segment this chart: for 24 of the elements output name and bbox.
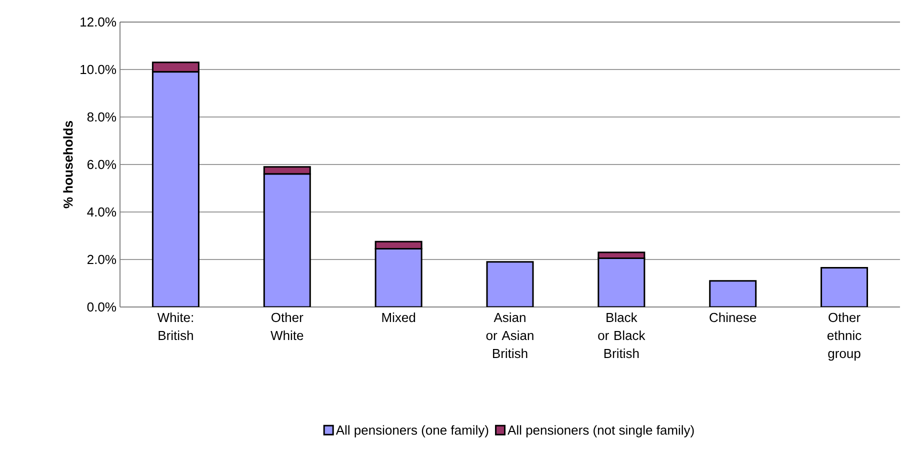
x-tick-label: Asian or Asian British	[486, 312, 534, 358]
bar	[486, 261, 534, 307]
x-tick-label: White: British	[157, 312, 193, 340]
x-tick-label: Chinese	[710, 312, 756, 322]
bar	[152, 71, 200, 307]
bar	[263, 173, 311, 307]
bar	[374, 248, 422, 307]
x-tick-label: Other White	[270, 312, 304, 340]
y-tick-label: 6.0%	[87, 160, 116, 170]
x-tick-label: Other ethnic group	[827, 312, 862, 361]
bar	[709, 280, 757, 307]
x-tick-label: Mixed	[382, 312, 416, 322]
legend-label: All pensioners (not single family)	[508, 425, 694, 438]
x-tick-label: Black or Black British	[598, 312, 646, 358]
y-tick-label: 2.0%	[87, 254, 116, 264]
y-tick-label: 0.0%	[87, 302, 116, 312]
y-tick-label: 4.0%	[87, 207, 116, 217]
bar	[820, 267, 868, 307]
legend-label: All pensioners (one family)	[336, 425, 488, 438]
bar	[598, 258, 646, 307]
y-tick-label: 8.0%	[87, 112, 116, 122]
y-axis-title: % households	[63, 120, 73, 208]
y-tick-label: 10.0%	[80, 64, 116, 74]
y-tick-label: 12.0%	[80, 17, 116, 27]
